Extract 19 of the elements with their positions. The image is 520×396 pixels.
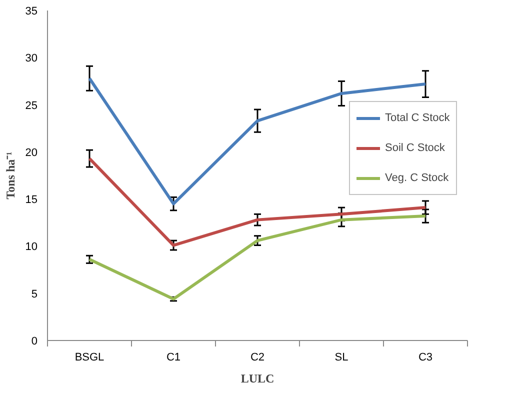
y-tick-label: 5 (31, 288, 38, 300)
y-tick-label: 30 (25, 52, 38, 65)
y-axis-title: Tons ha⁻¹ (3, 151, 18, 200)
x-tick-label: BSGL (74, 352, 104, 364)
x-tick-label: C3 (418, 352, 433, 364)
legend-label: Veg. C Stock (385, 172, 449, 184)
y-tick-label: 0 (31, 336, 38, 348)
legend-label: Total C Stock (385, 112, 450, 124)
line-series (88, 214, 427, 301)
y-tick-label: 15 (25, 194, 38, 206)
legend-label: Soil C Stock (385, 142, 445, 154)
y-tick-label: 25 (25, 100, 38, 112)
y-tick-label: 20 (25, 146, 38, 159)
x-tick-label: SL (334, 352, 348, 364)
x-tick-label: C1 (166, 352, 181, 364)
y-tick-label: 35 (25, 6, 38, 18)
x-tick-label: C2 (250, 352, 265, 364)
y-tick-label: 10 (25, 241, 38, 254)
x-axis-title: LULC (240, 372, 274, 386)
